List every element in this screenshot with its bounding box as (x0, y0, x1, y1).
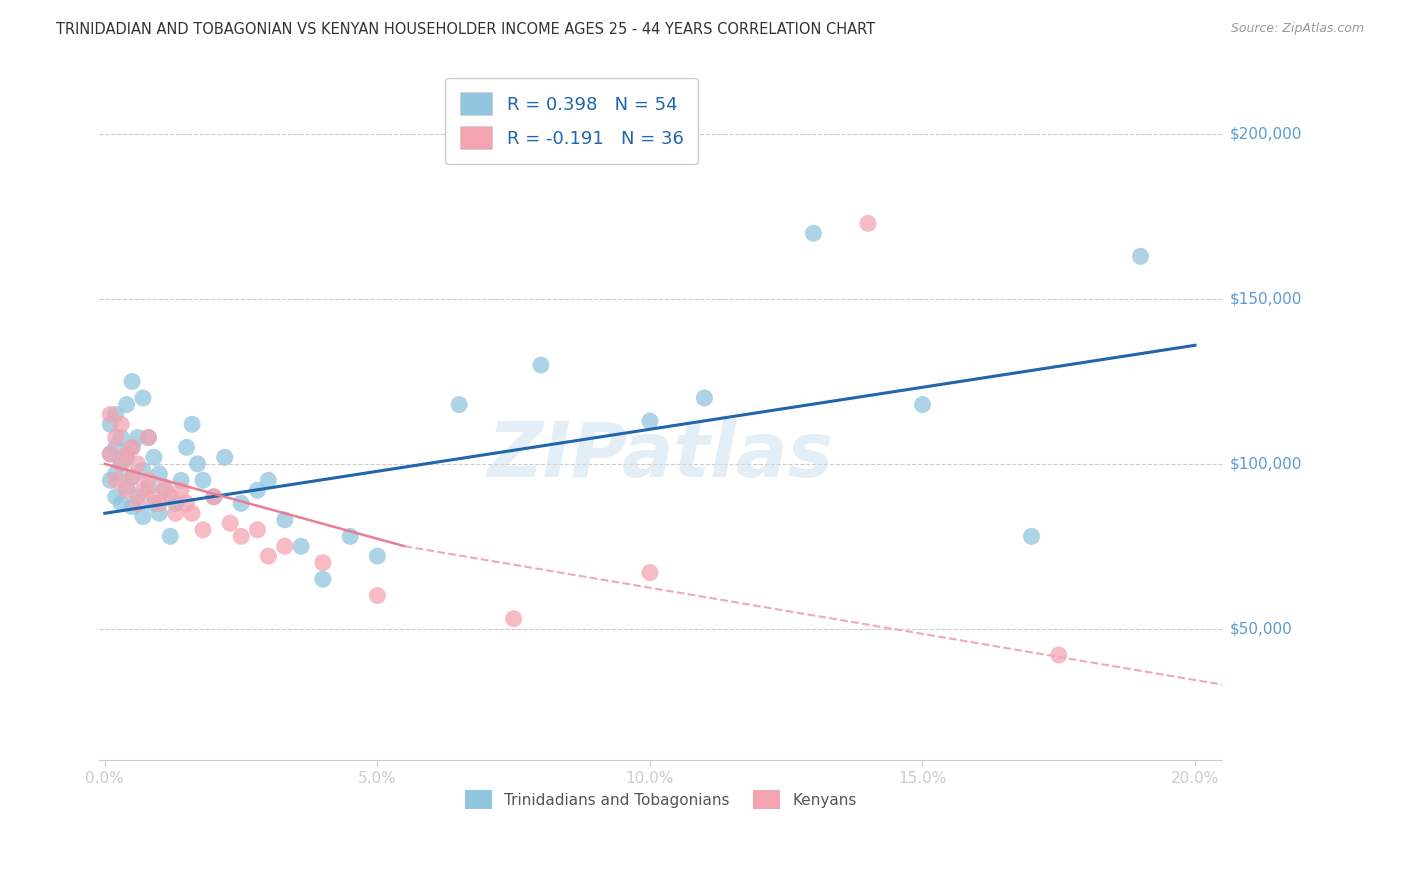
Point (274, 513, 297, 527)
Point (98, 447, 121, 461)
Point (110, 457, 132, 471)
Text: Source: ZipAtlas.com: Source: ZipAtlas.com (1230, 22, 1364, 36)
Point (121, 375, 143, 389)
Point (202, 490, 225, 504)
Point (115, 483, 138, 498)
Point (153, 480, 176, 494)
Point (110, 430, 132, 444)
Point (366, 589, 388, 603)
Point (115, 480, 138, 494)
Point (98, 447, 121, 461)
Point (803, 226, 825, 240)
Point (115, 450, 138, 465)
Point (138, 430, 160, 444)
Point (170, 474, 193, 488)
Point (98, 417, 121, 432)
Point (142, 496, 165, 510)
Point (176, 441, 198, 455)
Point (181, 506, 204, 520)
Point (159, 529, 181, 543)
Point (148, 496, 170, 510)
Point (127, 457, 149, 471)
Point (104, 474, 127, 488)
Point (132, 509, 155, 524)
Point (366, 549, 388, 563)
Text: $150,000: $150,000 (1229, 292, 1302, 307)
Point (165, 506, 187, 520)
Point (170, 483, 193, 498)
Point (121, 441, 143, 455)
Point (153, 483, 176, 498)
Point (110, 417, 132, 432)
Point (132, 463, 155, 477)
Point (142, 450, 165, 465)
Point (121, 470, 143, 484)
Point (127, 490, 149, 504)
Point (186, 457, 208, 471)
Text: ZIPatlas: ZIPatlas (488, 419, 834, 493)
Point (148, 467, 170, 481)
Point (121, 470, 143, 484)
Point (191, 474, 214, 488)
Point (138, 430, 160, 444)
Point (911, 398, 934, 412)
Point (693, 391, 716, 405)
Point (449, 398, 471, 412)
Text: TRINIDADIAN AND TOBAGONIAN VS KENYAN HOUSEHOLDER INCOME AGES 25 - 44 YEARS CORRE: TRINIDADIAN AND TOBAGONIAN VS KENYAN HOU… (56, 22, 876, 37)
Legend: Trinidadians and Tobagonians, Kenyans: Trinidadians and Tobagonians, Kenyans (458, 784, 863, 815)
Point (257, 474, 280, 488)
Point (121, 441, 143, 455)
Point (132, 483, 155, 498)
Point (229, 496, 252, 510)
Point (638, 414, 661, 428)
Point (121, 500, 143, 514)
Point (339, 529, 361, 543)
Point (104, 408, 127, 422)
Point (148, 506, 170, 520)
Point (638, 566, 661, 580)
Point (530, 358, 553, 372)
Point (246, 483, 269, 498)
Point (110, 457, 132, 471)
Point (138, 480, 160, 494)
Point (165, 496, 187, 510)
Point (104, 441, 127, 455)
Point (110, 496, 132, 510)
Point (202, 490, 225, 504)
Point (290, 539, 312, 553)
Point (214, 450, 236, 465)
Point (502, 612, 524, 626)
Point (1129, 249, 1152, 263)
Point (104, 490, 127, 504)
Point (312, 572, 335, 586)
Point (142, 490, 165, 504)
Point (115, 398, 138, 412)
Text: $200,000: $200,000 (1229, 127, 1302, 142)
Point (1047, 648, 1070, 662)
Point (856, 216, 879, 230)
Point (181, 417, 204, 432)
Point (127, 430, 149, 444)
Text: $50,000: $50,000 (1229, 621, 1292, 636)
Point (1021, 529, 1043, 543)
Point (176, 496, 198, 510)
Point (127, 496, 149, 510)
Point (229, 529, 252, 543)
Point (219, 516, 242, 531)
Point (104, 430, 127, 444)
Point (159, 490, 181, 504)
Point (138, 474, 160, 488)
Point (98, 474, 121, 488)
Point (98, 408, 121, 422)
Point (274, 539, 297, 553)
Point (132, 391, 155, 405)
Point (257, 549, 280, 563)
Point (115, 447, 138, 461)
Point (246, 523, 269, 537)
Point (104, 467, 127, 481)
Point (312, 556, 335, 570)
Text: $100,000: $100,000 (1229, 457, 1302, 471)
Point (191, 523, 214, 537)
